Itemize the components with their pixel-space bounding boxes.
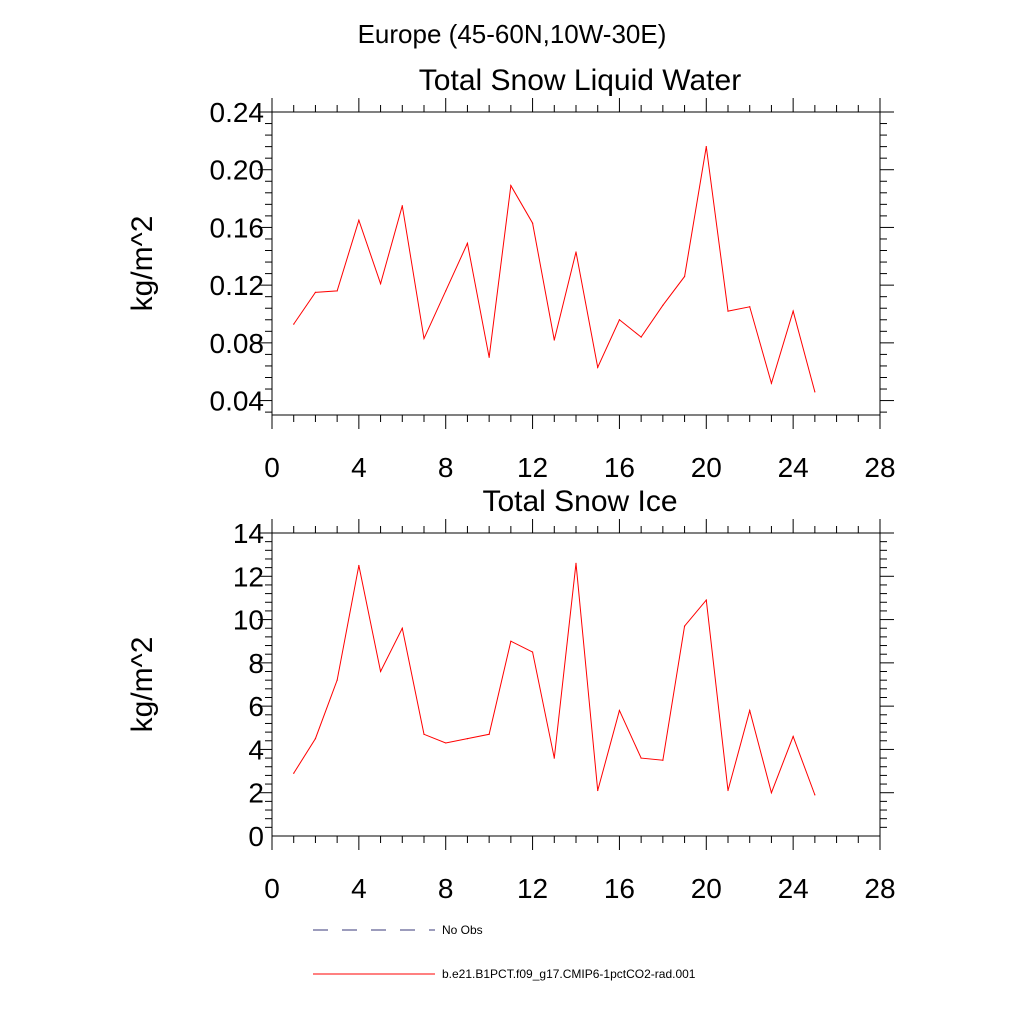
data-point xyxy=(770,382,773,384)
x-tick-label: 0 xyxy=(264,452,280,483)
x-tick-label: 4 xyxy=(351,873,367,904)
data-point xyxy=(445,742,447,744)
data-point xyxy=(531,651,534,653)
data-point xyxy=(597,366,599,368)
chart-panel-1: Total Snow Liquid Water 0.04 0.08 0.12 0.16 0… xyxy=(126,64,896,483)
data-point xyxy=(423,733,425,735)
data-point xyxy=(358,564,360,567)
data-point xyxy=(597,789,599,792)
x-tick-label: 16 xyxy=(604,452,635,483)
data-point xyxy=(575,251,577,253)
plot-frame xyxy=(271,532,881,837)
y-tick-label: 6 xyxy=(248,691,264,722)
y-tick-label: 2 xyxy=(248,778,264,809)
x-tick-label: 24 xyxy=(778,452,809,483)
data-point xyxy=(488,356,490,358)
data-point xyxy=(727,310,729,312)
x-tick-label: 8 xyxy=(438,873,454,904)
x-tick-label: 28 xyxy=(864,452,895,483)
y-tick-label: 0.12 xyxy=(210,270,265,301)
x-tick-label: 12 xyxy=(517,452,548,483)
y-tick-label: 0.04 xyxy=(210,386,265,417)
data-point xyxy=(336,290,338,292)
data-point xyxy=(705,146,707,148)
series-line xyxy=(293,146,816,393)
y-tick-label: 0.20 xyxy=(210,155,265,186)
x-tick-label: 8 xyxy=(438,452,454,483)
data-point xyxy=(683,625,686,627)
data-point xyxy=(314,291,317,293)
y-tick-label: 12 xyxy=(233,561,264,592)
y-tick-label: 0.08 xyxy=(210,328,265,359)
data-point xyxy=(358,219,360,221)
data-point xyxy=(705,599,707,601)
data-point xyxy=(510,184,512,187)
y-tick-label: 4 xyxy=(248,734,264,765)
x-tick-label: 12 xyxy=(517,873,548,904)
data-point xyxy=(379,283,382,285)
data-point xyxy=(640,757,642,759)
y-tick-label: 0.24 xyxy=(210,97,265,128)
data-point xyxy=(814,794,816,796)
y-tick-label: 0.16 xyxy=(210,212,265,243)
x-tick-label: 0 xyxy=(264,873,280,904)
data-point xyxy=(575,562,577,564)
data-point xyxy=(814,391,816,393)
x-tick-label: 20 xyxy=(691,452,722,483)
data-point xyxy=(379,670,382,673)
x-tick-label: 4 xyxy=(351,452,367,483)
y-tick-label: 8 xyxy=(248,648,264,679)
y-tick-label: 10 xyxy=(233,605,264,636)
legend-item: No Obs xyxy=(313,923,483,937)
data-point xyxy=(553,339,555,341)
data-point xyxy=(401,205,403,207)
figure-title: Europe (45-60N,10W-30E) xyxy=(358,19,667,49)
legend-item: b.e21.B1PCT.f09_g17.CMIP6-1pctCO2-rad.00… xyxy=(313,967,696,981)
data-point xyxy=(466,738,469,740)
chart-title: Total Snow Ice xyxy=(482,485,677,518)
data-point xyxy=(293,772,295,774)
y-tick-label: 14 xyxy=(233,518,264,549)
data-point xyxy=(423,337,425,340)
legend: No Obs b.e21.B1PCT.f09_g17.CMIP6-1pctCO2-… xyxy=(313,923,696,981)
data-point xyxy=(727,789,729,792)
legend-label: b.e21.B1PCT.f09_g17.CMIP6-1pctCO2-rad.00… xyxy=(442,967,696,981)
data-point xyxy=(314,738,317,740)
legend-label: No Obs xyxy=(442,923,483,937)
data-point xyxy=(749,306,751,308)
data-point xyxy=(336,679,338,681)
data-point xyxy=(618,319,621,321)
data-point xyxy=(293,323,295,325)
data-point xyxy=(553,757,555,759)
data-point xyxy=(510,640,512,642)
x-tick-label: 16 xyxy=(604,873,635,904)
x-tick-label: 20 xyxy=(691,873,722,904)
data-point xyxy=(466,242,469,244)
chart-title: Total Snow Liquid Water xyxy=(419,64,741,97)
data-point xyxy=(662,304,664,306)
plot-frame xyxy=(271,111,881,416)
x-tick-label: 28 xyxy=(864,873,895,904)
data-point xyxy=(792,735,794,738)
panels: Total Snow Liquid Water 0.04 0.08 0.12 0.16 0… xyxy=(126,64,896,904)
data-point xyxy=(662,759,664,761)
data-point xyxy=(618,709,621,712)
data-point xyxy=(770,792,773,794)
data-point xyxy=(749,709,751,712)
y-tick-label: 0 xyxy=(248,821,264,852)
data-point xyxy=(531,222,534,224)
data-point xyxy=(488,733,490,735)
data-point xyxy=(640,336,642,338)
y-axis-label: kg/m^2 xyxy=(126,216,159,312)
data-point xyxy=(792,310,794,312)
data-point xyxy=(401,627,403,629)
series-line xyxy=(293,563,816,796)
data-point xyxy=(445,290,447,292)
y-axis-label: kg/m^2 xyxy=(126,637,159,733)
x-tick-label: 24 xyxy=(778,873,809,904)
data-point xyxy=(683,275,686,278)
